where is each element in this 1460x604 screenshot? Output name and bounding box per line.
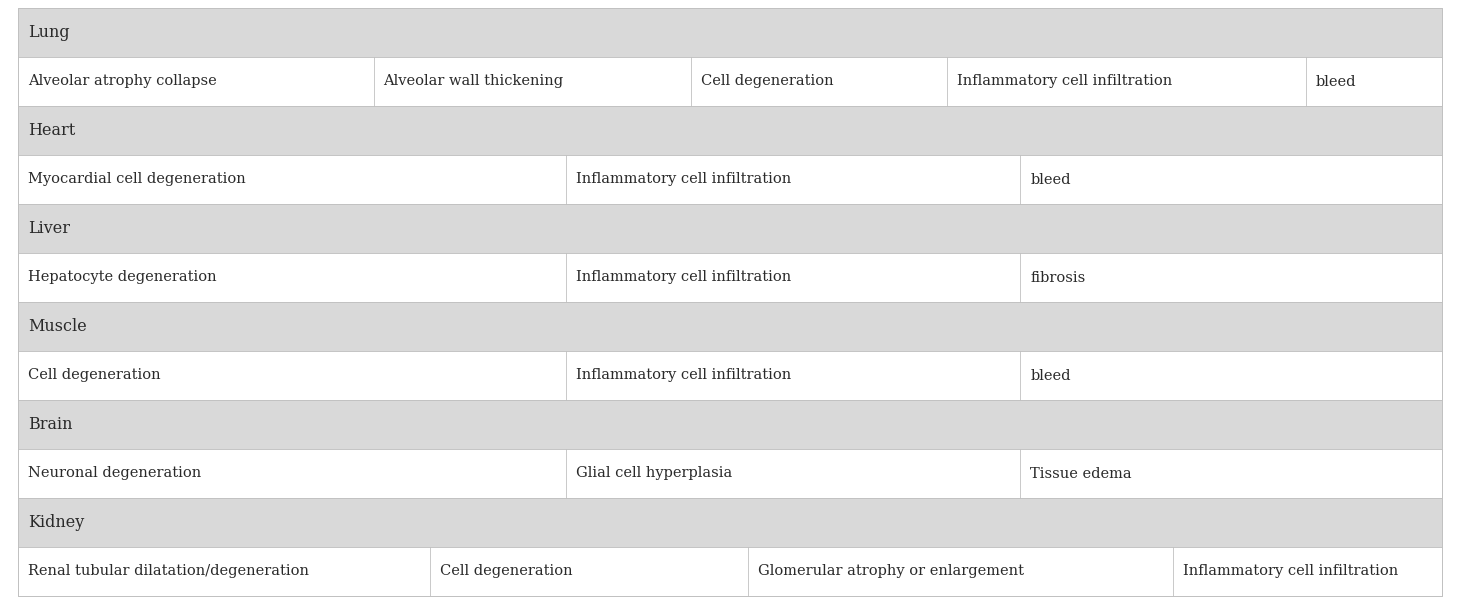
Bar [18, 400, 1442, 449]
Bar [18, 57, 1442, 106]
Text: bleed: bleed [1031, 368, 1070, 382]
Text: Cell degeneration: Cell degeneration [701, 74, 834, 89]
Text: Glial cell hyperplasia: Glial cell hyperplasia [577, 466, 733, 481]
Text: Heart: Heart [28, 122, 76, 139]
Bar [18, 498, 1442, 547]
Text: Cell degeneration: Cell degeneration [441, 565, 572, 579]
Text: Lung: Lung [28, 24, 70, 41]
Text: Neuronal degeneration: Neuronal degeneration [28, 466, 201, 481]
Bar [18, 253, 1442, 302]
Text: Inflammatory cell infiltration: Inflammatory cell infiltration [577, 173, 791, 187]
Text: fibrosis: fibrosis [1031, 271, 1086, 284]
Text: bleed: bleed [1315, 74, 1356, 89]
Bar [18, 155, 1442, 204]
Text: Inflammatory cell infiltration: Inflammatory cell infiltration [1184, 565, 1399, 579]
Text: Hepatocyte degeneration: Hepatocyte degeneration [28, 271, 216, 284]
Text: Cell degeneration: Cell degeneration [28, 368, 161, 382]
Text: Tissue edema: Tissue edema [1031, 466, 1132, 481]
Bar [18, 106, 1442, 155]
Text: Myocardial cell degeneration: Myocardial cell degeneration [28, 173, 245, 187]
Text: bleed: bleed [1031, 173, 1070, 187]
Bar [18, 302, 1442, 351]
Bar [18, 8, 1442, 57]
Text: Inflammatory cell infiltration: Inflammatory cell infiltration [577, 368, 791, 382]
Text: Inflammatory cell infiltration: Inflammatory cell infiltration [577, 271, 791, 284]
Text: Glomerular atrophy or enlargement: Glomerular atrophy or enlargement [758, 565, 1023, 579]
Text: Brain: Brain [28, 416, 73, 433]
Text: Liver: Liver [28, 220, 70, 237]
Bar [18, 547, 1442, 596]
Text: Alveolar atrophy collapse: Alveolar atrophy collapse [28, 74, 216, 89]
Bar [18, 449, 1442, 498]
Bar [18, 351, 1442, 400]
Text: Kidney: Kidney [28, 514, 85, 531]
Text: Inflammatory cell infiltration: Inflammatory cell infiltration [956, 74, 1172, 89]
Text: Renal tubular dilatation/degeneration: Renal tubular dilatation/degeneration [28, 565, 310, 579]
Text: Muscle: Muscle [28, 318, 86, 335]
Bar [18, 204, 1442, 253]
Text: Alveolar wall thickening: Alveolar wall thickening [384, 74, 564, 89]
